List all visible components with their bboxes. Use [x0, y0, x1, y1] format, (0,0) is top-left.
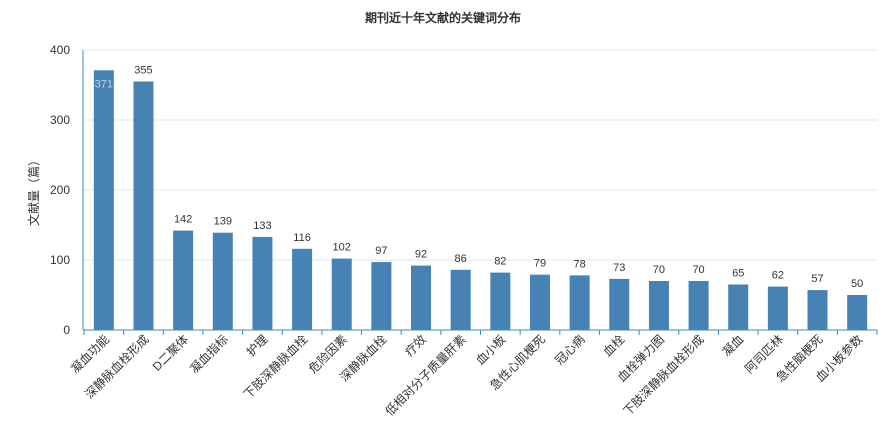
y-tick-label: 200 [50, 183, 70, 197]
y-tick-label: 400 [50, 43, 70, 57]
bar [292, 248, 313, 330]
data-label: 79 [534, 258, 546, 270]
bar [371, 262, 392, 330]
data-label: 70 [692, 264, 704, 276]
bar [847, 295, 868, 330]
bar [609, 278, 630, 330]
bar-series [93, 70, 868, 331]
data-label: 86 [455, 253, 467, 265]
axes [82, 50, 878, 335]
data-label: 97 [375, 245, 387, 257]
data-label: 50 [851, 278, 863, 290]
data-label: 62 [772, 270, 784, 282]
bar [411, 265, 432, 330]
y-tick-label: 300 [50, 113, 70, 127]
bar [688, 281, 709, 330]
data-label: 116 [293, 232, 311, 244]
bar [569, 275, 590, 330]
data-label: 73 [613, 262, 625, 274]
bar [767, 286, 788, 330]
data-label: 78 [574, 258, 586, 270]
data-label: 133 [253, 220, 271, 232]
y-tick-label: 0 [63, 323, 70, 337]
data-label: 102 [333, 242, 351, 254]
chart-title: 期刊近十年文献的关键词分布 [365, 10, 521, 25]
data-label: 371 [95, 78, 113, 90]
data-label: 139 [214, 216, 232, 228]
data-label: 70 [653, 264, 665, 276]
bar [490, 272, 511, 330]
bar [529, 274, 550, 330]
bar [93, 70, 114, 331]
bar [648, 281, 669, 330]
bar [728, 284, 749, 330]
y-tick-label: 100 [50, 253, 70, 267]
data-label: 355 [134, 65, 152, 77]
bar [212, 232, 233, 330]
bar [807, 290, 828, 330]
bar [173, 230, 194, 330]
data-labels: 371 355 142 139 133 116 102 97 92 86 82 79 78 73 70 70 6… [95, 65, 864, 291]
bar [331, 258, 352, 330]
data-label: 82 [494, 256, 506, 268]
y-tick-labels: 0 100 200 300 400 [50, 43, 70, 337]
bar [133, 81, 154, 330]
bar [450, 269, 471, 330]
data-label: 142 [174, 214, 192, 226]
data-label: 65 [732, 268, 744, 280]
data-label: 92 [415, 249, 427, 261]
y-axis-label: 文献量（篇） [26, 154, 41, 226]
bar [252, 236, 273, 330]
data-label: 57 [811, 273, 823, 285]
